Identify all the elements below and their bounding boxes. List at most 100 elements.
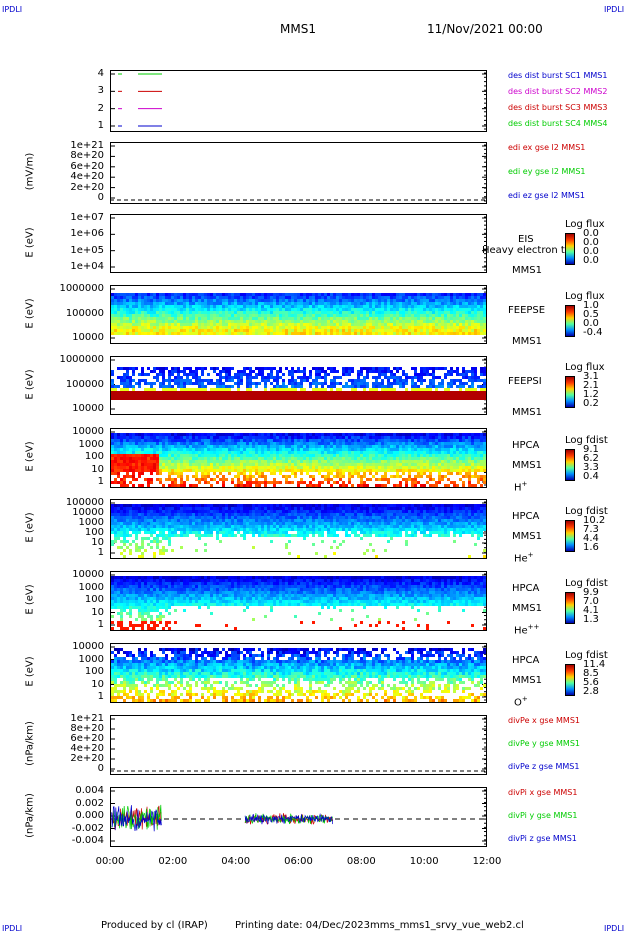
panel-8-colorbar-title: Log fdist [565,650,608,661]
panel-9-y-tick: 0 [97,763,104,774]
panel-2-frame [110,214,487,273]
panel-10-y-tick: -0.002 [71,822,104,834]
panel-7-colorbar [565,592,575,624]
panel-7-species-label: He++ [514,623,539,636]
panel-0-y-tick: 3 [97,85,104,97]
panel-7-frame [110,571,487,631]
panel-2-colorbar-value-1: 0.0 [583,237,599,248]
panel-4-y-tick: 1000000 [59,354,104,365]
panel-4-colorbar-value-1: 2.1 [583,380,599,391]
panel-8-y-tick: 1000 [78,653,104,665]
panel-7-colorbar-title: Log fdist [565,578,608,589]
panel-7-colorbar-value-3: 1.3 [583,614,599,625]
panel-3-y-tick: 100000 [65,307,104,319]
panel-7-species-charge: ++ [527,623,540,631]
panel-2-colorbar-title: Log flux [565,219,605,230]
panel-10-y-tick: 0.000 [75,810,104,821]
divpi-series-2-segment-0 [111,805,162,832]
corner-label-bl: IPDLI [2,924,23,933]
panel-2-y-tick: 1e+06 [70,228,104,240]
panel-6-y-tick: 10000 [72,507,104,518]
panel-6-colorbar-value-0: 10.2 [583,515,606,526]
panel-4-colorbar [565,376,575,408]
panel-2-spacecraft-label: MMS1 [512,265,542,276]
panel-6-colorbar-title: Log fdist [565,506,608,517]
panel-2-y-tick: 1e+07 [70,212,104,223]
panel-9-legend-1: divPe y gse MMS1 [508,739,580,748]
panel-9-plot-area [110,715,487,775]
panel-4-colorbar-title: Log flux [565,362,605,373]
panel-6-plot-area [110,499,487,559]
panel-5-spacecraft-label: MMS1 [512,460,542,471]
panel-0-legend-2: des dist burst SC3 MMS3 [508,103,608,112]
panel-0-y-tick: 2 [97,102,104,114]
panel-1-legend-2: edi ez gse l2 MMS1 [508,191,585,200]
panel-2-y-tick: 1e+04 [70,261,104,272]
corner-label-tl: IPDLI [2,5,23,14]
panel-3-spacecraft-label: MMS1 [512,336,542,347]
panel-1-y-tick: 8e+20 [70,150,104,162]
panel-2-colorbar-value-2: 0.0 [583,246,599,257]
x-tick-label-1: 02:00 [158,856,188,867]
panel-4-instrument-label: FEEPSI [508,376,542,387]
panel-5-colorbar-title: Log fdist [565,435,608,446]
panel-6-instrument-label: HPCA [512,511,540,522]
panel-2-plot-area [110,214,487,273]
panel-5-instrument-label: HPCA [512,440,540,451]
panel-4-y-tick: 10000 [72,403,104,414]
panel-8-y-tick: 10000 [72,641,104,652]
panel-10-legend-0: divPi x gse MMS1 [508,788,578,797]
panel-7-y-tick: 100 [84,594,104,605]
panel-9-frame [110,715,487,775]
panel-6-y-tick: 10 [91,537,104,548]
panel-5-colorbar-value-0: 9.1 [583,444,599,455]
panel-4-y-tick: 100000 [65,378,104,390]
panel-6-y-tick: 100000 [65,497,104,508]
panel-7-spacecraft-label: MMS1 [512,603,542,614]
panel-2-instrument-label: EIS [518,234,534,245]
x-tick-label-4: 08:00 [346,856,376,867]
panel-7-colorbar-value-2: 4.1 [583,605,599,616]
panel-3-instrument-label: FEEPSE [508,305,546,316]
panel-7-y-tick: 10000 [72,569,104,580]
panel-3-colorbar [565,305,575,337]
panel-5-species-charge: + [521,480,528,488]
panel-6-frame [110,499,487,559]
divpi-series-2-segment-1 [244,812,334,825]
panel-6-species-label: He+ [514,551,534,564]
panel-10-y-tick: 0.004 [75,785,104,796]
panel-5-y-tick: 100 [84,451,104,462]
corner-label-br: IPDLI [604,924,625,933]
panel-8-y-tick: 10 [91,678,104,690]
panel-10-frame [110,787,487,847]
panel-0-plot-area [110,70,487,132]
panel-6-colorbar-value-3: 1.6 [583,542,599,553]
panel-7-colorbar-value-1: 7.0 [583,596,599,607]
panel-6-species-charge: + [527,551,534,559]
panel-8-species-label: O+ [514,695,528,708]
panel-1-legend-0: edi ex gse l2 MMS1 [508,143,586,152]
panel-7-y-tick: 1000 [78,581,104,593]
panel-5-y-tick: 1000 [78,438,104,450]
panel-2-colorbar [565,233,575,265]
panel-5-y-tick: 10 [91,463,104,475]
panel-5-y-tick: 10000 [72,426,104,437]
panel-9-y-tick: 4e+20 [70,743,104,754]
panel-7-species-name: He [514,625,528,637]
x-tick-label-6: 12:00 [472,856,502,867]
panel-8-spacecraft-label: MMS1 [512,675,542,686]
panel-1-frame [110,142,487,204]
panel-8-species-charge: + [521,695,528,703]
panel-2-overlay-text: Heavy electron to [482,245,571,256]
footer-filename: mms_mms1_srvy_vue_web2.cl [370,920,524,931]
panel-5-colorbar-value-1: 6.2 [583,453,599,464]
panel-9-y-tick: 6e+20 [70,733,104,744]
panel-9-y-tick: 2e+20 [70,753,104,764]
panel-9-legend-2: divPe z gse MMS1 [508,762,580,771]
panel-5-colorbar-value-2: 3.3 [583,462,599,473]
panel-3-colorbar-title: Log flux [565,291,605,302]
panel-6-colorbar [565,520,575,552]
date-title: 11/Nov/2021 00:00 [427,22,543,36]
panel-3-y-tick: 10000 [72,332,104,343]
panel-1-legend-1: edi ey gse l2 MMS1 [508,167,586,176]
